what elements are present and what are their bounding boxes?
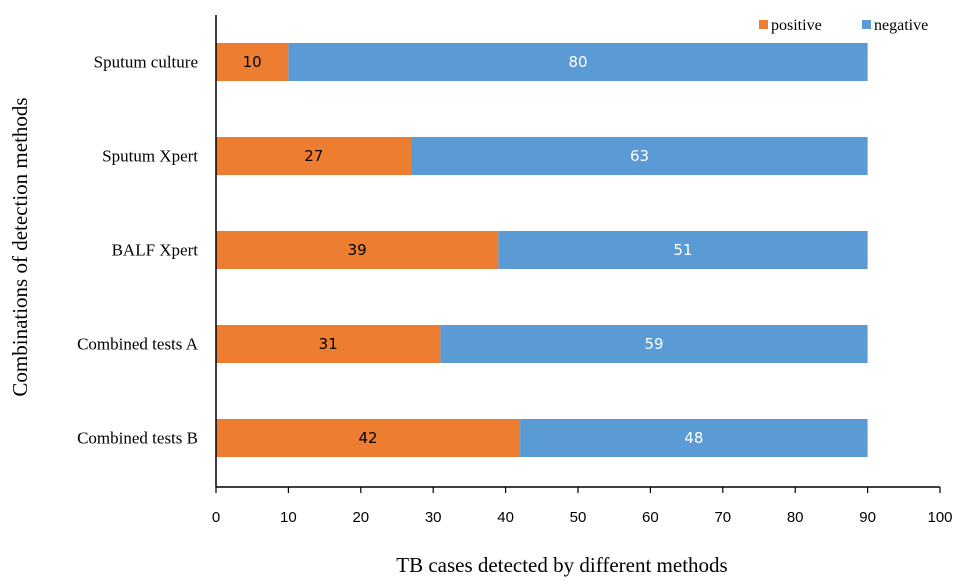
- data-label-positive-5: 42: [358, 429, 377, 447]
- x-axis-title: TB cases detected by different methods: [396, 553, 727, 577]
- x-tick-label-100: 100: [927, 509, 952, 526]
- data-labels-group: 10 80 27 63 39 51 31 59 42 48: [243, 53, 704, 447]
- bar-negative-5: [520, 419, 868, 457]
- y-axis-title: Combinations of detection methods: [8, 97, 32, 396]
- x-tick-label-0: 0: [212, 509, 220, 526]
- x-tick-label-10: 10: [280, 509, 297, 526]
- bar-negative-3: [498, 231, 868, 269]
- bars-group: [216, 43, 868, 457]
- legend: positive negative: [759, 17, 928, 34]
- data-label-positive-3: 39: [348, 241, 367, 259]
- data-label-negative-5: 48: [684, 429, 703, 447]
- legend-label-positive: positive: [771, 17, 822, 34]
- data-label-negative-2: 63: [630, 147, 649, 165]
- x-tick-label-60: 60: [642, 509, 659, 526]
- legend-swatch-positive: [759, 20, 768, 29]
- x-tick-label-50: 50: [570, 509, 587, 526]
- x-tick-label-70: 70: [714, 509, 731, 526]
- category-label-4: Combined tests A: [77, 335, 199, 354]
- x-tick-label-90: 90: [859, 509, 876, 526]
- bar-negative-2: [411, 137, 868, 175]
- category-label-2: Sputum Xpert: [102, 147, 198, 166]
- bar-positive-5: [216, 419, 521, 457]
- category-label-1: Sputum culture: [94, 53, 198, 72]
- category-label-3: BALF Xpert: [112, 241, 199, 260]
- data-label-positive-4: 31: [319, 335, 338, 353]
- x-ticks-group: 0 10 20 30 40 50 60 70 80 90 100: [212, 487, 953, 526]
- bar-negative-1: [288, 43, 868, 81]
- category-label-5: Combined tests B: [77, 429, 198, 448]
- x-tick-label-20: 20: [352, 509, 369, 526]
- data-label-negative-1: 80: [568, 53, 587, 71]
- bar-positive-4: [216, 325, 441, 363]
- x-tick-label-40: 40: [497, 509, 514, 526]
- legend-label-negative: negative: [874, 17, 928, 34]
- data-label-negative-4: 59: [644, 335, 663, 353]
- bar-positive-2: [216, 137, 412, 175]
- category-labels-group: Sputum culture Sputum Xpert BALF Xpert Comb…: [77, 53, 199, 448]
- data-label-positive-2: 27: [304, 147, 323, 165]
- bar-positive-1: [216, 43, 289, 81]
- legend-swatch-negative: [862, 20, 871, 29]
- x-tick-label-80: 80: [787, 509, 804, 526]
- bar-negative-4: [440, 325, 868, 363]
- bar-positive-3: [216, 231, 499, 269]
- data-label-negative-3: 51: [673, 241, 692, 259]
- data-label-positive-1: 10: [243, 53, 262, 71]
- x-tick-label-30: 30: [425, 509, 442, 526]
